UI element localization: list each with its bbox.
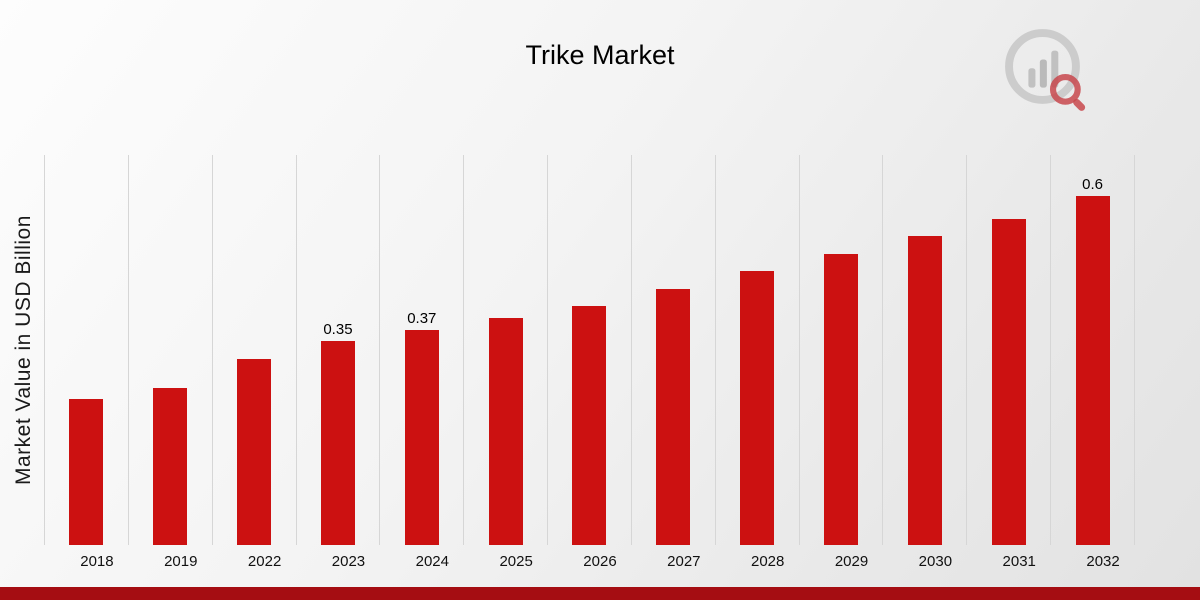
chart-title: Trike Market: [525, 40, 675, 70]
plot-area: 0.35 0.37 0.6: [44, 155, 1135, 545]
bar-column-2027: [630, 155, 715, 545]
bar-column-2032: 0.6: [1050, 155, 1134, 545]
bar-column-2028: [714, 155, 799, 545]
bar-2025: [488, 318, 523, 545]
footer-accent-bar: [0, 587, 1200, 600]
x-tick-label-2030: 2030: [918, 553, 953, 570]
x-tick-label-2032: 2032: [1086, 553, 1120, 570]
bar-2027: [656, 289, 691, 545]
bar-2032: [1075, 196, 1110, 545]
x-tick-label-2028: 2028: [750, 553, 785, 570]
bar-column-2024: 0.37: [379, 155, 463, 545]
bar-chart-magnifier-logo-icon: [1005, 29, 1086, 111]
bar-2019: [153, 388, 188, 545]
x-tick-label-2027: 2027: [667, 553, 701, 570]
x-tick-label-2025: 2025: [499, 553, 533, 570]
bar-2023: [320, 341, 355, 545]
bar-column-2029: [798, 155, 883, 545]
chart-area: Market Value in USD Billion 0.35 0.37 0.6: [12, 155, 1135, 545]
y-axis-label: Market Value in USD Billion: [12, 215, 35, 485]
bar-value-label-2024: 0.37: [407, 310, 437, 327]
bar-column-2022: [211, 155, 296, 545]
x-axis-tick-labels: 2018 2019 2022 2023 2024 2025 2026 2027 2028 2029…: [55, 553, 1145, 570]
bar-2031: [991, 219, 1026, 545]
bar-column-2019: [127, 155, 212, 545]
x-tick-label-2029: 2029: [834, 553, 869, 570]
bar-2030: [907, 236, 942, 545]
bar-column-2026: [547, 155, 631, 545]
bar-2026: [572, 306, 607, 545]
x-tick-label-2024: 2024: [415, 553, 449, 570]
x-tick-label-2022: 2022: [247, 553, 282, 570]
bar-2022: [237, 359, 272, 545]
bar-2028: [740, 271, 775, 545]
bar-2029: [824, 254, 859, 545]
x-tick-label-2023: 2023: [331, 553, 366, 570]
x-tick-label-2026: 2026: [583, 553, 617, 570]
x-tick-label-2019: 2019: [164, 553, 198, 570]
x-tick-label-2031: 2031: [1002, 553, 1036, 570]
bar-column-2025: [463, 155, 547, 545]
x-tick-label-2018: 2018: [80, 553, 114, 570]
bar-value-label-2032: 0.6: [1082, 176, 1103, 193]
bar-column-2030: [882, 155, 966, 545]
bar-2018: [69, 399, 104, 545]
bar-column-2031: [966, 155, 1050, 545]
bar-column-2018: [44, 155, 128, 545]
bar-column-2023: 0.35: [295, 155, 380, 545]
bar-value-label-2023: 0.35: [323, 321, 353, 338]
bar-2024: [404, 330, 439, 545]
